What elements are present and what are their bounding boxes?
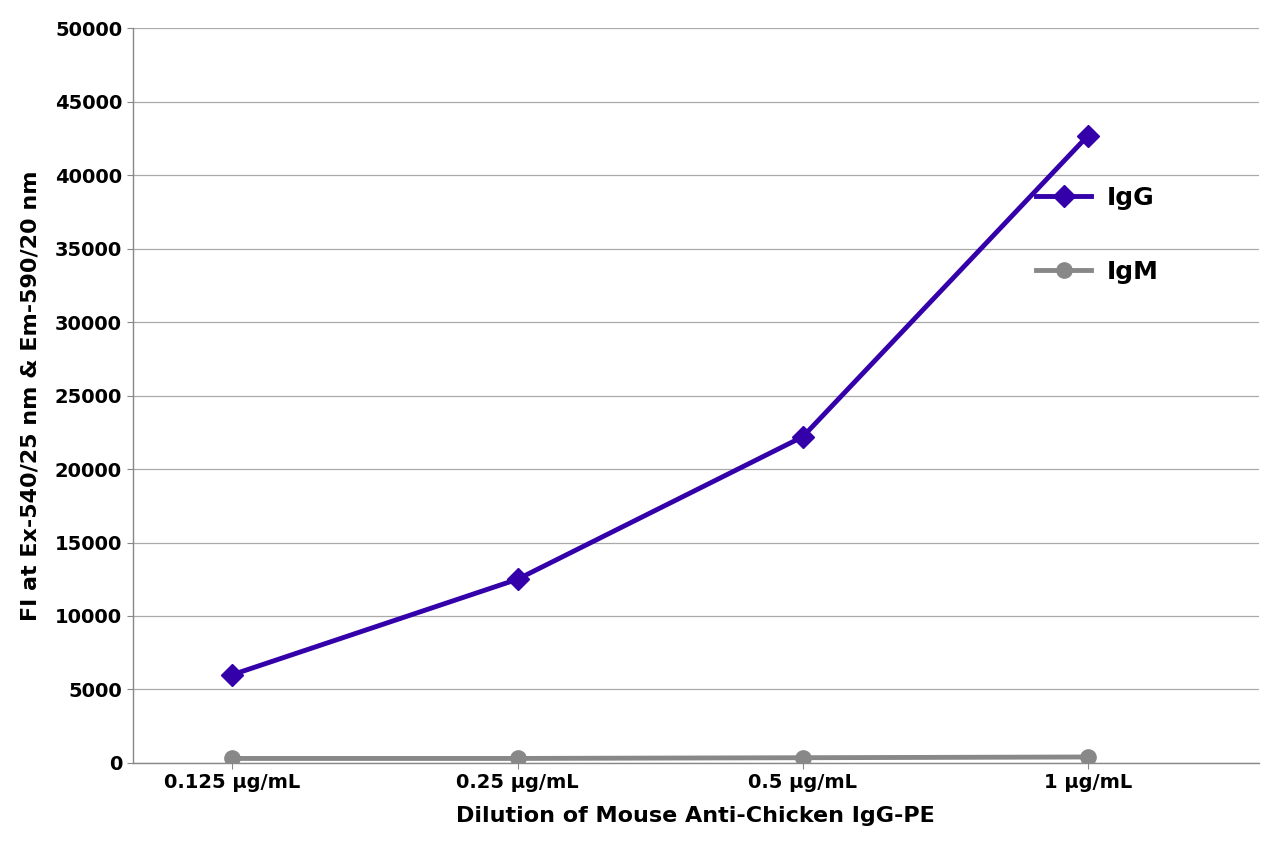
Y-axis label: FI at Ex-540/25 nm & Em-590/20 nm: FI at Ex-540/25 nm & Em-590/20 nm — [20, 170, 41, 621]
IgG — [225, 670, 241, 680]
IgG — [795, 432, 810, 442]
Line: IgM: IgM — [225, 750, 1096, 766]
IgM — [225, 753, 241, 763]
IgG — [509, 574, 525, 584]
IgM — [795, 753, 810, 763]
X-axis label: Dilution of Mouse Anti-Chicken IgG-PE: Dilution of Mouse Anti-Chicken IgG-PE — [457, 806, 936, 826]
Line: IgG: IgG — [225, 128, 1096, 683]
IgG — [1080, 130, 1096, 141]
Legend: IgG, IgM: IgG, IgM — [1024, 173, 1171, 296]
IgM — [509, 753, 525, 763]
IgM — [1080, 752, 1096, 762]
